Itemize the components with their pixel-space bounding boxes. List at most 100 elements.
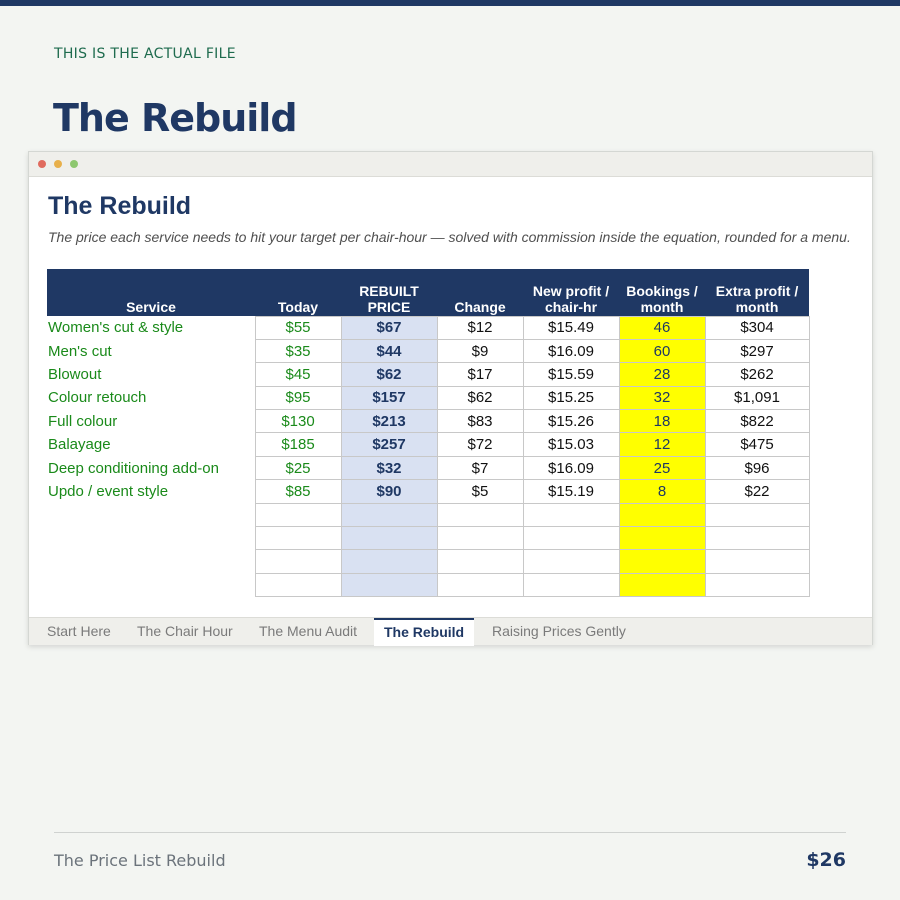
cell-profit[interactable]: $15.03 [522, 432, 620, 457]
cell-extra[interactable]: $475 [704, 432, 810, 457]
cell-bookings[interactable]: 46 [618, 315, 706, 340]
cell-profit[interactable]: $15.59 [522, 362, 620, 387]
cell-today[interactable] [254, 572, 342, 598]
tab-start-here[interactable]: Start Here [47, 623, 111, 639]
minimize-dot[interactable] [54, 160, 62, 168]
header-rebuilt-price[interactable]: REBUILT PRICE [341, 269, 437, 316]
cell-service[interactable]: Women's cut & style [48, 319, 184, 337]
cell-service[interactable]: Colour retouch [48, 389, 147, 407]
cell-extra[interactable] [704, 502, 810, 528]
cell-today[interactable] [254, 526, 342, 551]
cell-today[interactable]: $55 [254, 315, 342, 340]
cell-change[interactable] [436, 572, 524, 598]
cell-profit[interactable]: $15.25 [522, 385, 620, 411]
cell-change[interactable]: $17 [436, 362, 524, 387]
cell-bookings[interactable] [618, 526, 706, 551]
cell-today[interactable]: $185 [254, 432, 342, 457]
sheet-title: The Rebuild [48, 192, 192, 220]
cell-today[interactable]: $95 [254, 385, 342, 411]
cell-change[interactable]: $5 [436, 479, 524, 504]
cell-service[interactable] [47, 527, 255, 550]
cell-profit[interactable] [522, 502, 620, 528]
cell-rebuilt[interactable]: $257 [340, 432, 438, 457]
cell-profit[interactable] [522, 549, 620, 574]
cell-bookings[interactable]: 8 [618, 479, 706, 504]
cell-profit[interactable]: $15.26 [522, 409, 620, 434]
cell-today[interactable]: $35 [254, 338, 342, 364]
cell-rebuilt[interactable]: $157 [340, 385, 438, 411]
cell-bookings[interactable]: 18 [618, 409, 706, 434]
cell-today[interactable]: $130 [254, 409, 342, 434]
cell-profit[interactable]: $15.49 [522, 315, 620, 340]
cell-change[interactable]: $9 [436, 338, 524, 364]
cell-service[interactable] [47, 573, 255, 596]
cell-rebuilt[interactable] [340, 549, 438, 574]
header-change[interactable]: Change [437, 269, 523, 316]
tab-the-menu-audit[interactable]: The Menu Audit [259, 623, 358, 639]
cell-profit[interactable] [522, 526, 620, 551]
cell-bookings[interactable]: 60 [618, 338, 706, 364]
cell-today[interactable] [254, 502, 342, 528]
cell-extra[interactable] [704, 549, 810, 574]
tab-the-chair-hour[interactable]: The Chair Hour [137, 623, 233, 639]
cell-rebuilt[interactable]: $32 [340, 455, 438, 481]
tab-raising-prices-gently[interactable]: Raising Prices Gently [492, 623, 626, 639]
cell-rebuilt[interactable]: $44 [340, 338, 438, 364]
cell-today[interactable]: $85 [254, 479, 342, 504]
cell-change[interactable]: $83 [436, 409, 524, 434]
cell-service[interactable] [47, 503, 255, 526]
header-extra-profit[interactable]: Extra profit / month [705, 269, 809, 316]
cell-change[interactable]: $62 [436, 385, 524, 411]
header-service[interactable]: Service [47, 269, 255, 316]
cell-extra[interactable]: $22 [704, 479, 810, 504]
cell-extra[interactable]: $262 [704, 362, 810, 387]
tab-the-rebuild[interactable]: The Rebuild [374, 618, 475, 646]
cell-change[interactable]: $72 [436, 432, 524, 457]
header-bookings[interactable]: Bookings / month [619, 269, 705, 316]
header-today[interactable]: Today [255, 269, 341, 316]
cell-rebuilt[interactable]: $90 [340, 479, 438, 504]
cell-rebuilt[interactable] [340, 572, 438, 598]
cell-change[interactable] [436, 526, 524, 551]
header-new-profit[interactable]: New profit / chair-hr [523, 269, 619, 316]
cell-today[interactable]: $25 [254, 455, 342, 481]
cell-extra[interactable]: $304 [704, 315, 810, 340]
cell-rebuilt[interactable] [340, 526, 438, 551]
cell-rebuilt[interactable]: $62 [340, 362, 438, 387]
cell-profit[interactable] [522, 572, 620, 598]
cell-rebuilt[interactable]: $67 [340, 315, 438, 340]
maximize-dot[interactable] [70, 160, 78, 168]
cell-service[interactable]: Blowout [48, 365, 102, 383]
cell-service[interactable]: Men's cut [48, 342, 112, 360]
cell-profit[interactable]: $15.19 [522, 479, 620, 504]
cell-today[interactable]: $45 [254, 362, 342, 387]
cell-bookings[interactable]: 12 [618, 432, 706, 457]
cell-bookings[interactable]: 28 [618, 362, 706, 387]
cell-profit[interactable]: $16.09 [522, 455, 620, 481]
cell-service[interactable]: Deep conditioning add-on [48, 459, 219, 477]
cell-rebuilt[interactable] [340, 502, 438, 528]
cell-extra[interactable]: $297 [704, 338, 810, 364]
cell-extra[interactable]: $96 [704, 455, 810, 481]
cell-service[interactable] [47, 550, 255, 573]
cell-change[interactable]: $12 [436, 315, 524, 340]
cell-extra[interactable] [704, 526, 810, 551]
cell-bookings[interactable]: 25 [618, 455, 706, 481]
cell-bookings[interactable] [618, 549, 706, 574]
cell-extra[interactable]: $1,091 [704, 385, 810, 411]
cell-profit[interactable]: $16.09 [522, 338, 620, 364]
cell-extra[interactable] [704, 572, 810, 598]
cell-change[interactable]: $7 [436, 455, 524, 481]
cell-change[interactable] [436, 502, 524, 528]
cell-rebuilt[interactable]: $213 [340, 409, 438, 434]
cell-service[interactable]: Full colour [48, 412, 118, 430]
cell-today[interactable] [254, 549, 342, 574]
cell-bookings[interactable] [618, 502, 706, 528]
close-dot[interactable] [38, 160, 46, 168]
cell-service[interactable]: Updo / event style [48, 482, 169, 500]
cell-change[interactable] [436, 549, 524, 574]
cell-bookings[interactable] [618, 572, 706, 598]
cell-bookings[interactable]: 32 [618, 385, 706, 411]
cell-extra[interactable]: $822 [704, 409, 810, 434]
cell-service[interactable]: Balayage [48, 436, 111, 454]
